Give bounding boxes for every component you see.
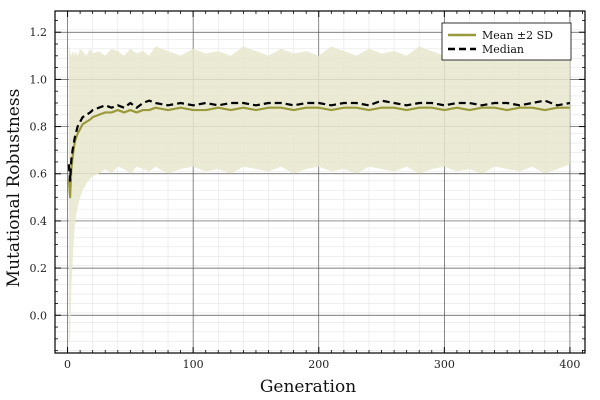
y-tick-label: 0.4 [30, 215, 48, 228]
y-tick-label: 0.6 [30, 168, 48, 181]
legend: Mean ±2 SD Median [441, 22, 572, 61]
y-tick-labels: 0.0 0.2 0.4 0.6 0.8 1.0 1.2 [30, 26, 48, 322]
x-tick-label: 300 [434, 358, 455, 371]
sd-band [68, 44, 570, 344]
y-tick-label: 0.0 [30, 309, 48, 322]
legend-box [441, 22, 572, 61]
legend-median-label: Median [482, 43, 524, 56]
y-tick-label: 0.8 [30, 121, 48, 134]
band-layer [68, 44, 570, 344]
x-tick-label: 100 [183, 358, 204, 371]
x-tick-label: 200 [308, 358, 329, 371]
x-tick-label: 400 [559, 358, 580, 371]
legend-mean-label: Mean ±2 SD [482, 29, 553, 42]
x-tick-labels: 0 100 200 300 400 [64, 358, 580, 371]
plot-frame [54, 10, 586, 354]
y-tick-label: 1.0 [30, 73, 48, 86]
mean-line [67, 106, 570, 199]
y-tick-label: 0.2 [30, 262, 48, 275]
line-layer [67, 99, 571, 199]
x-tick-label: 0 [64, 358, 71, 371]
y-tick-label: 1.2 [30, 26, 48, 39]
ticks-layer [54, 11, 585, 353]
x-axis-label: Generation [260, 377, 356, 397]
y-axis-label: Mutational Robustness [4, 89, 24, 288]
